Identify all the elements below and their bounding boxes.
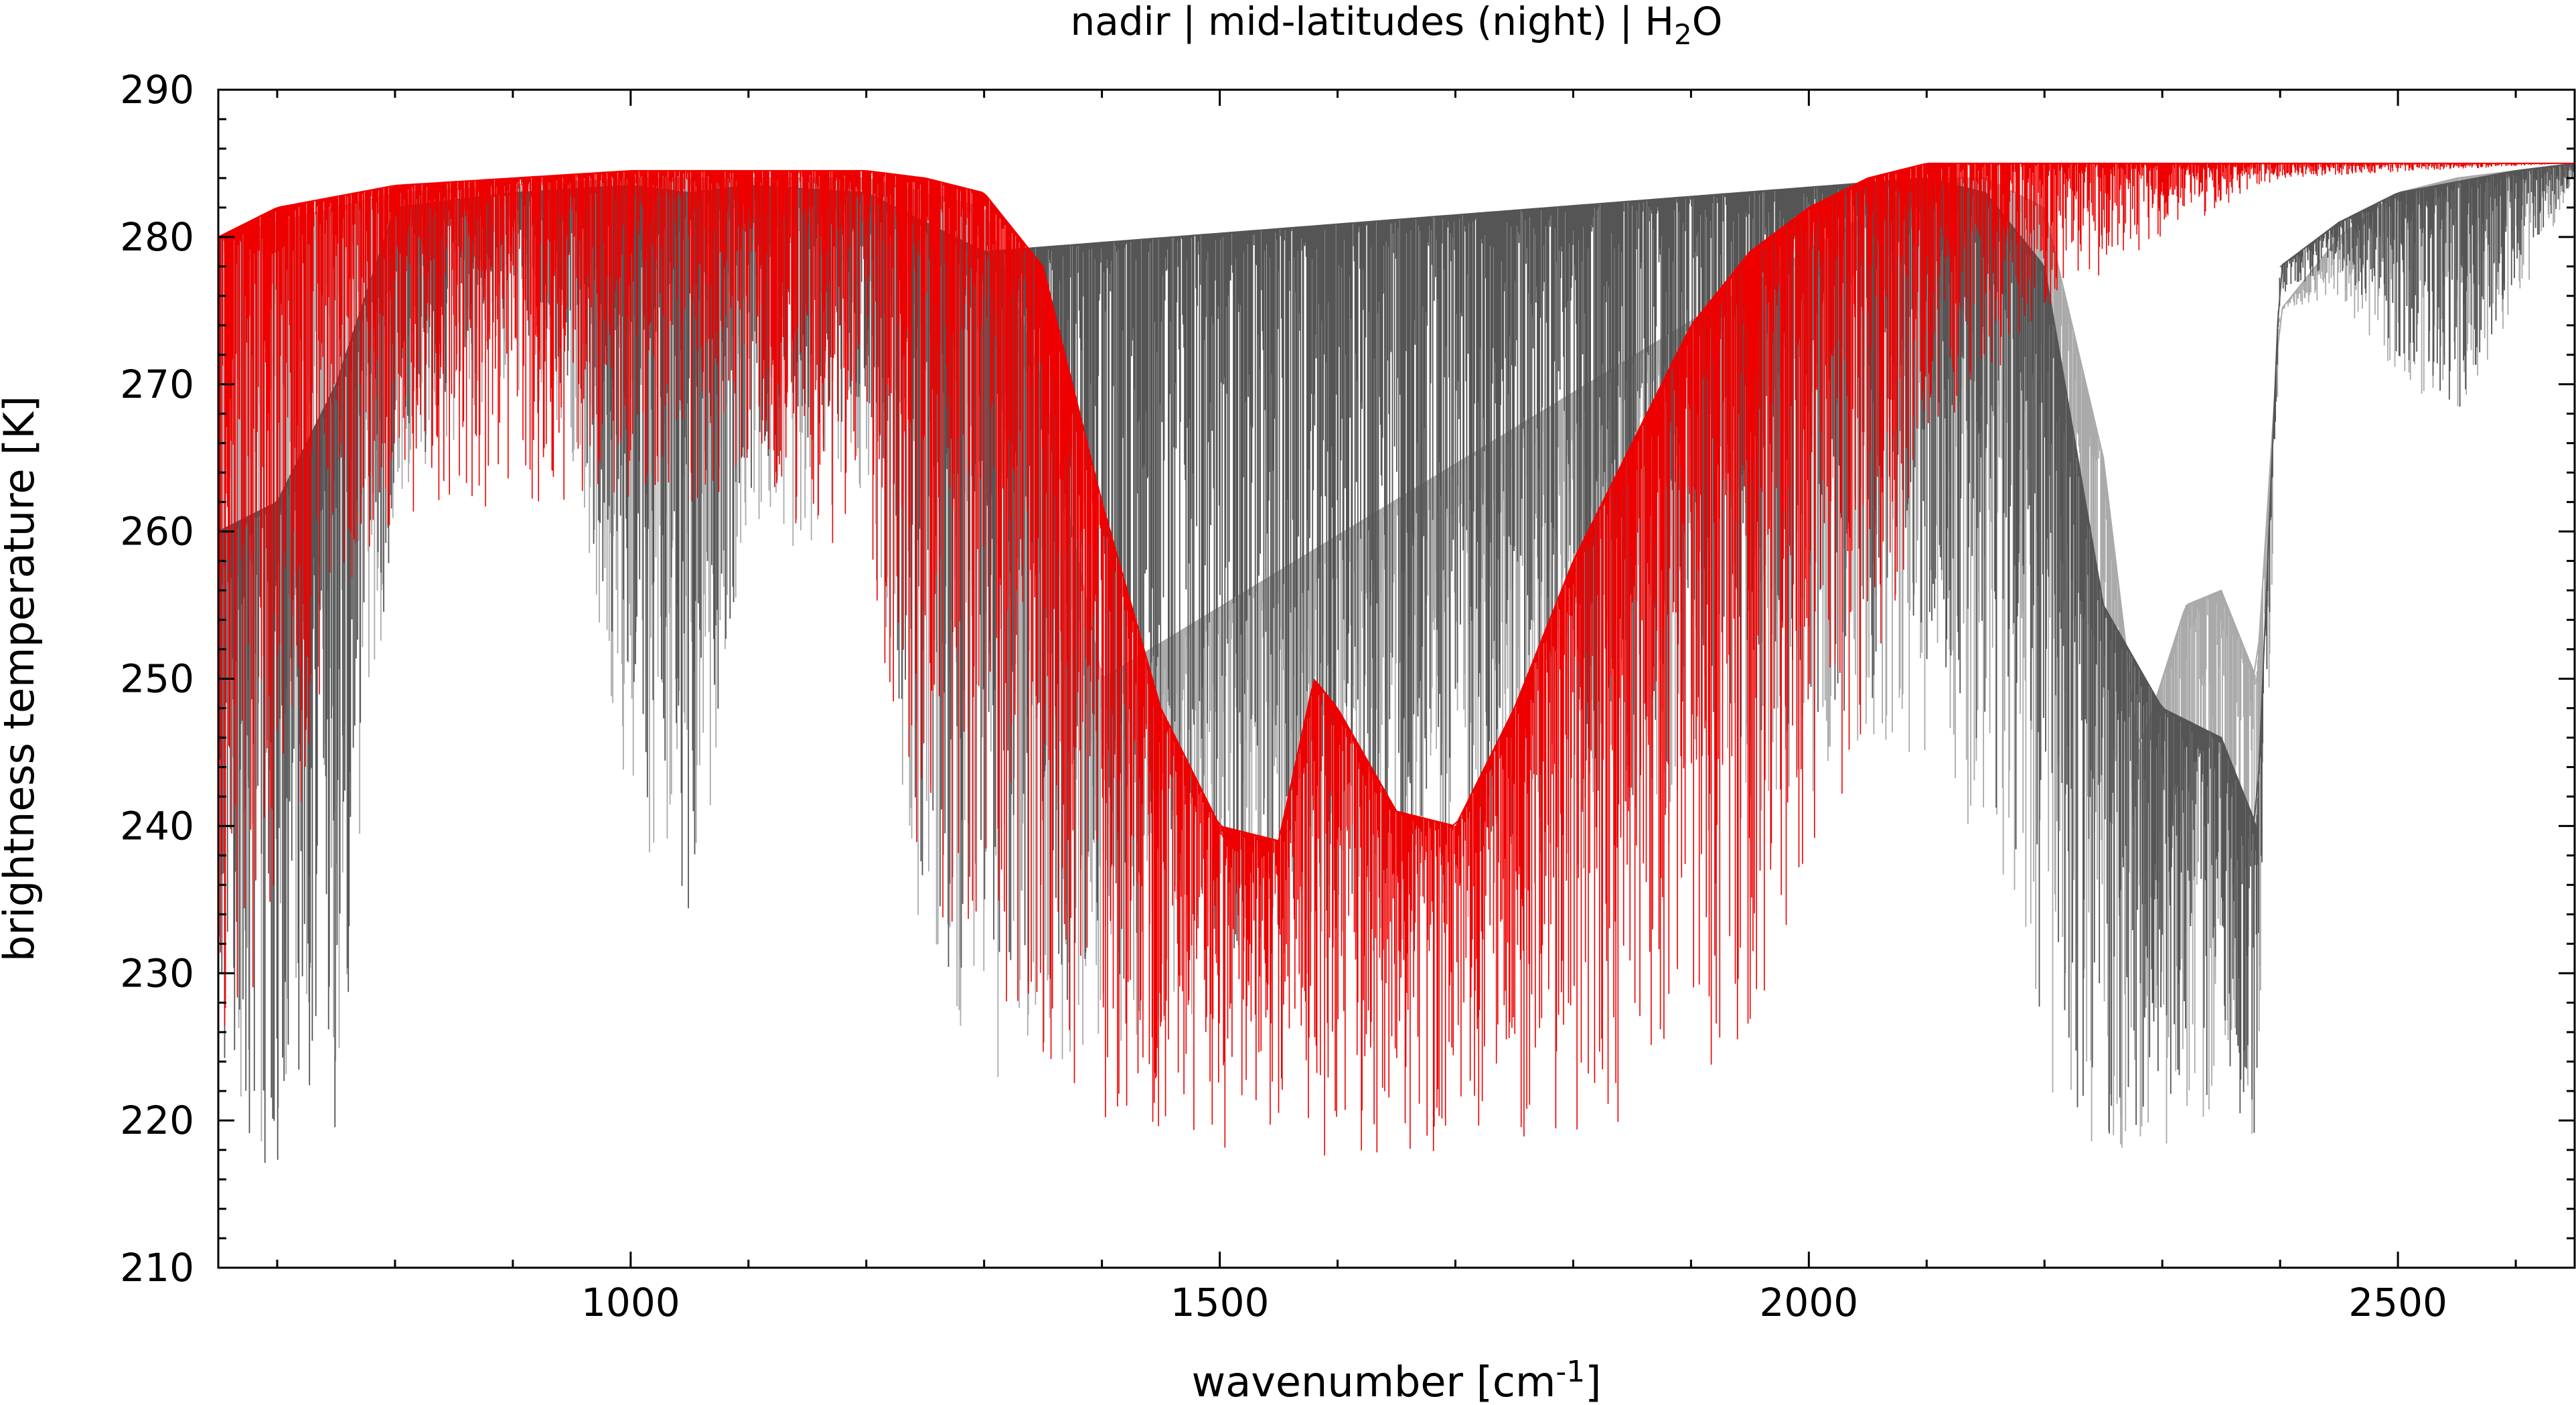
series-envelope-red — [218, 162, 2575, 842]
y-tick-label: 280 — [120, 214, 194, 260]
y-tick-label: 290 — [120, 67, 194, 113]
x-tick-label: 1500 — [1170, 1280, 1270, 1325]
x-axis-label-suffix: ] — [1585, 1357, 1601, 1405]
y-tick-label: 220 — [120, 1098, 194, 1143]
chart-title-prefix: nadir | mid-latitudes (night) | H — [1071, 0, 1675, 44]
x-axis-label-superscript: -1 — [1556, 1355, 1585, 1389]
x-tick-label: 1000 — [581, 1280, 680, 1325]
spectra-group — [218, 162, 2575, 1163]
y-tick-label: 270 — [120, 362, 194, 407]
x-axis-label-prefix: wavenumber [cm — [1192, 1357, 1556, 1405]
plot-frame — [217, 88, 2576, 1269]
ticks-group: 1000 1500 2000 2500 210 220 230 240 250 260 270 280… — [120, 67, 2575, 1325]
x-axis-label: wavenumber [cm-1] — [1192, 1355, 1602, 1405]
y-tick-label: 210 — [120, 1245, 194, 1290]
y-tick-label: 240 — [120, 803, 194, 848]
chart-title-suffix: O — [1692, 0, 1723, 44]
y-tick-label: 230 — [120, 950, 194, 996]
chart-title-subscript: 2 — [1674, 18, 1692, 51]
y-axis-label: brightness temperature [K] — [0, 396, 44, 962]
chart-title: nadir | mid-latitudes (night) | H2O — [1071, 0, 1723, 51]
y-tick-label: 250 — [120, 656, 194, 702]
y-tick-label: 260 — [120, 509, 194, 554]
x-tick-label: 2500 — [2348, 1280, 2447, 1325]
x-tick-label: 2000 — [1760, 1280, 1859, 1325]
